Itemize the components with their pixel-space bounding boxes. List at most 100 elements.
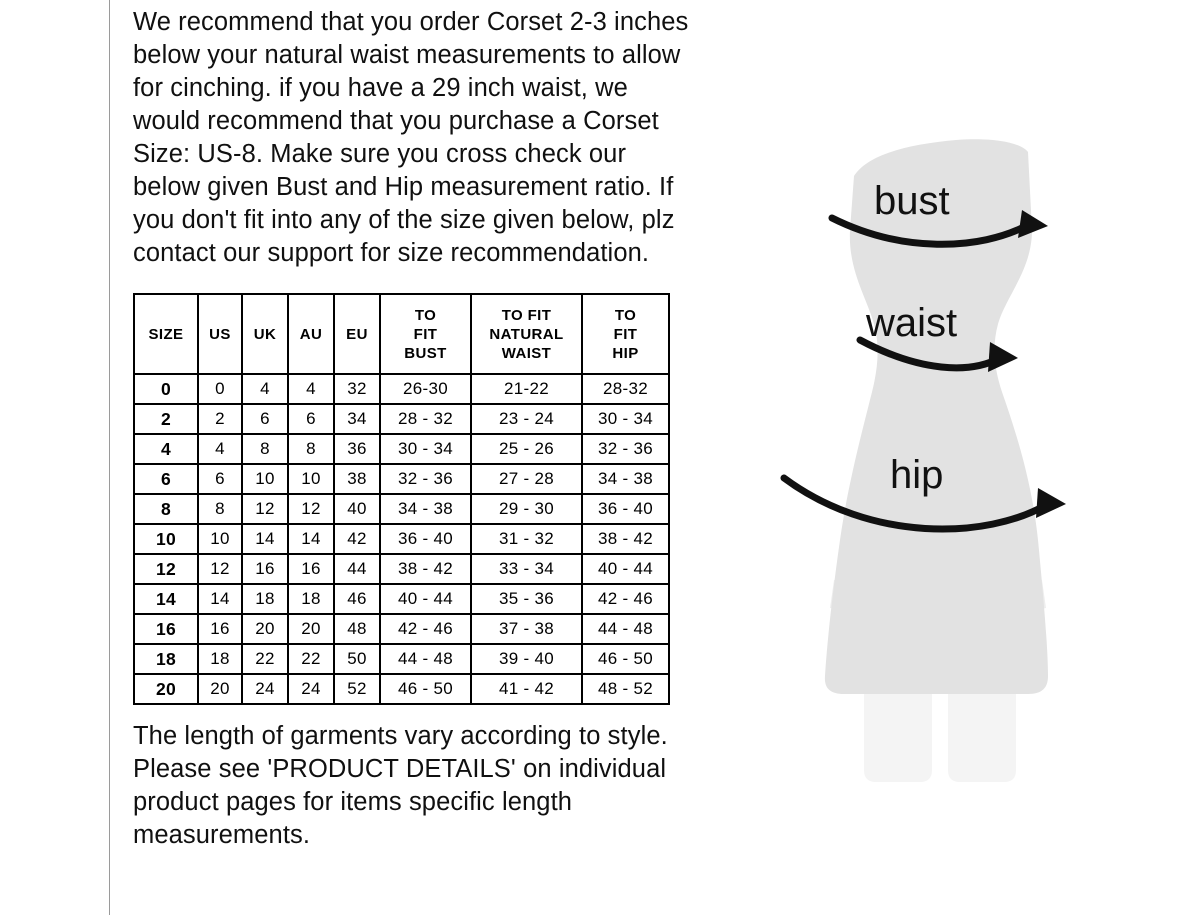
table-row: 12 12 16 16 44 38 - 42 33 - 34 40 - 44 <box>133 553 670 585</box>
cell-uk: 22 <box>241 643 289 675</box>
size-chart-table-body: 0 0 4 4 32 26-30 21-22 28-32 2 2 6 6 34 28 - 32 23 - 2… <box>133 373 670 705</box>
cell-eu: 38 <box>333 463 381 495</box>
cell-waist: 35 - 36 <box>470 583 583 615</box>
cell-hip: 32 - 36 <box>581 433 670 465</box>
cell-eu: 42 <box>333 523 381 555</box>
cell-au: 16 <box>287 553 335 585</box>
cell-uk: 6 <box>241 403 289 435</box>
hip-label: hip <box>890 453 943 497</box>
table-row: 16 16 20 20 48 42 - 46 37 - 38 44 - 48 <box>133 613 670 645</box>
cell-waist: 39 - 40 <box>470 643 583 675</box>
cell-uk: 24 <box>241 673 289 705</box>
table-row: 20 20 24 24 52 46 - 50 41 - 42 48 - 52 <box>133 673 670 705</box>
cell-waist: 29 - 30 <box>470 493 583 525</box>
cell-au: 14 <box>287 523 335 555</box>
cell-hip: 44 - 48 <box>581 613 670 645</box>
cell-hip: 38 - 42 <box>581 523 670 555</box>
cell-eu: 32 <box>333 373 381 405</box>
cell-us: 4 <box>197 433 243 465</box>
column-header-au: AU <box>287 293 335 375</box>
cell-us: 8 <box>197 493 243 525</box>
content-column: We recommend that you order Corset 2-3 i… <box>133 0 693 852</box>
table-row: 14 14 18 18 46 40 - 44 35 - 36 42 - 46 <box>133 583 670 615</box>
intro-paragraph: We recommend that you order Corset 2-3 i… <box>133 8 689 267</box>
cell-us: 0 <box>197 373 243 405</box>
cell-uk: 20 <box>241 613 289 645</box>
table-row: 18 18 22 22 50 44 - 48 39 - 40 46 - 50 <box>133 643 670 675</box>
cell-hip: 30 - 34 <box>581 403 670 435</box>
cell-eu: 40 <box>333 493 381 525</box>
cell-waist: 31 - 32 <box>470 523 583 555</box>
table-row: 4 4 8 8 36 30 - 34 25 - 26 32 - 36 <box>133 433 670 465</box>
cell-us: 12 <box>197 553 243 585</box>
cell-hip: 48 - 52 <box>581 673 670 705</box>
cell-au: 20 <box>287 613 335 645</box>
dress-silhouette-illustration: bust waist hip <box>780 139 1066 782</box>
cell-size: 8 <box>133 493 199 525</box>
column-header-size: SIZE <box>133 293 199 375</box>
cell-uk: 14 <box>241 523 289 555</box>
cell-hip: 36 - 40 <box>581 493 670 525</box>
cell-uk: 16 <box>241 553 289 585</box>
size-chart-table: SIZE US UK AU EU TO FIT BUST TO FIT NATU… <box>133 293 670 705</box>
cell-us: 16 <box>197 613 243 645</box>
table-row: 0 0 4 4 32 26-30 21-22 28-32 <box>133 373 670 405</box>
cell-au: 10 <box>287 463 335 495</box>
column-header-us: US <box>197 293 243 375</box>
cell-bust: 28 - 32 <box>379 403 472 435</box>
cell-size: 16 <box>133 613 199 645</box>
hip-measurement-arrow <box>780 474 1066 533</box>
cell-hip: 42 - 46 <box>581 583 670 615</box>
body-measurement-figure: bust waist hip <box>760 110 1120 790</box>
cell-eu: 46 <box>333 583 381 615</box>
footer-paragraph: The length of garments vary according to… <box>133 722 668 849</box>
cell-us: 6 <box>197 463 243 495</box>
cell-uk: 18 <box>241 583 289 615</box>
cell-waist: 41 - 42 <box>470 673 583 705</box>
column-header-uk: UK <box>241 293 289 375</box>
cell-size: 10 <box>133 523 199 555</box>
column-header-bust: TO FIT BUST <box>379 293 472 375</box>
cell-size: 12 <box>133 553 199 585</box>
cell-waist: 37 - 38 <box>470 613 583 645</box>
size-chart-table-wrapper: SIZE US UK AU EU TO FIT BUST TO FIT NATU… <box>133 293 693 705</box>
cell-eu: 50 <box>333 643 381 675</box>
cell-uk: 8 <box>241 433 289 465</box>
column-header-hip: TO FIT HIP <box>581 293 670 375</box>
waist-label: waist <box>865 301 957 345</box>
cell-size: 20 <box>133 673 199 705</box>
cell-bust: 44 - 48 <box>379 643 472 675</box>
table-row: 6 6 10 10 38 32 - 36 27 - 28 34 - 38 <box>133 463 670 495</box>
cell-bust: 42 - 46 <box>379 613 472 645</box>
cell-bust: 30 - 34 <box>379 433 472 465</box>
cell-bust: 38 - 42 <box>379 553 472 585</box>
cell-us: 2 <box>197 403 243 435</box>
cell-bust: 40 - 44 <box>379 583 472 615</box>
cell-size: 14 <box>133 583 199 615</box>
cell-au: 6 <box>287 403 335 435</box>
cell-eu: 34 <box>333 403 381 435</box>
table-header-row: SIZE US UK AU EU TO FIT BUST TO FIT NATU… <box>133 293 670 375</box>
cell-bust: 32 - 36 <box>379 463 472 495</box>
waist-measurement-arrow <box>856 336 1018 372</box>
cell-au: 4 <box>287 373 335 405</box>
table-row: 8 8 12 12 40 34 - 38 29 - 30 36 - 40 <box>133 493 670 525</box>
table-row: 2 2 6 6 34 28 - 32 23 - 24 30 - 34 <box>133 403 670 435</box>
cell-hip: 40 - 44 <box>581 553 670 585</box>
cell-waist: 33 - 34 <box>470 553 583 585</box>
cell-bust: 26-30 <box>379 373 472 405</box>
table-row: 10 10 14 14 42 36 - 40 31 - 32 38 - 42 <box>133 523 670 555</box>
cell-bust: 34 - 38 <box>379 493 472 525</box>
page-divider-rule <box>109 0 110 915</box>
cell-us: 18 <box>197 643 243 675</box>
cell-waist: 23 - 24 <box>470 403 583 435</box>
bust-measurement-arrow <box>828 210 1048 248</box>
cell-waist: 25 - 26 <box>470 433 583 465</box>
cell-hip: 28-32 <box>581 373 670 405</box>
cell-size: 18 <box>133 643 199 675</box>
cell-eu: 36 <box>333 433 381 465</box>
cell-waist: 27 - 28 <box>470 463 583 495</box>
cell-uk: 4 <box>241 373 289 405</box>
cell-uk: 12 <box>241 493 289 525</box>
cell-eu: 48 <box>333 613 381 645</box>
